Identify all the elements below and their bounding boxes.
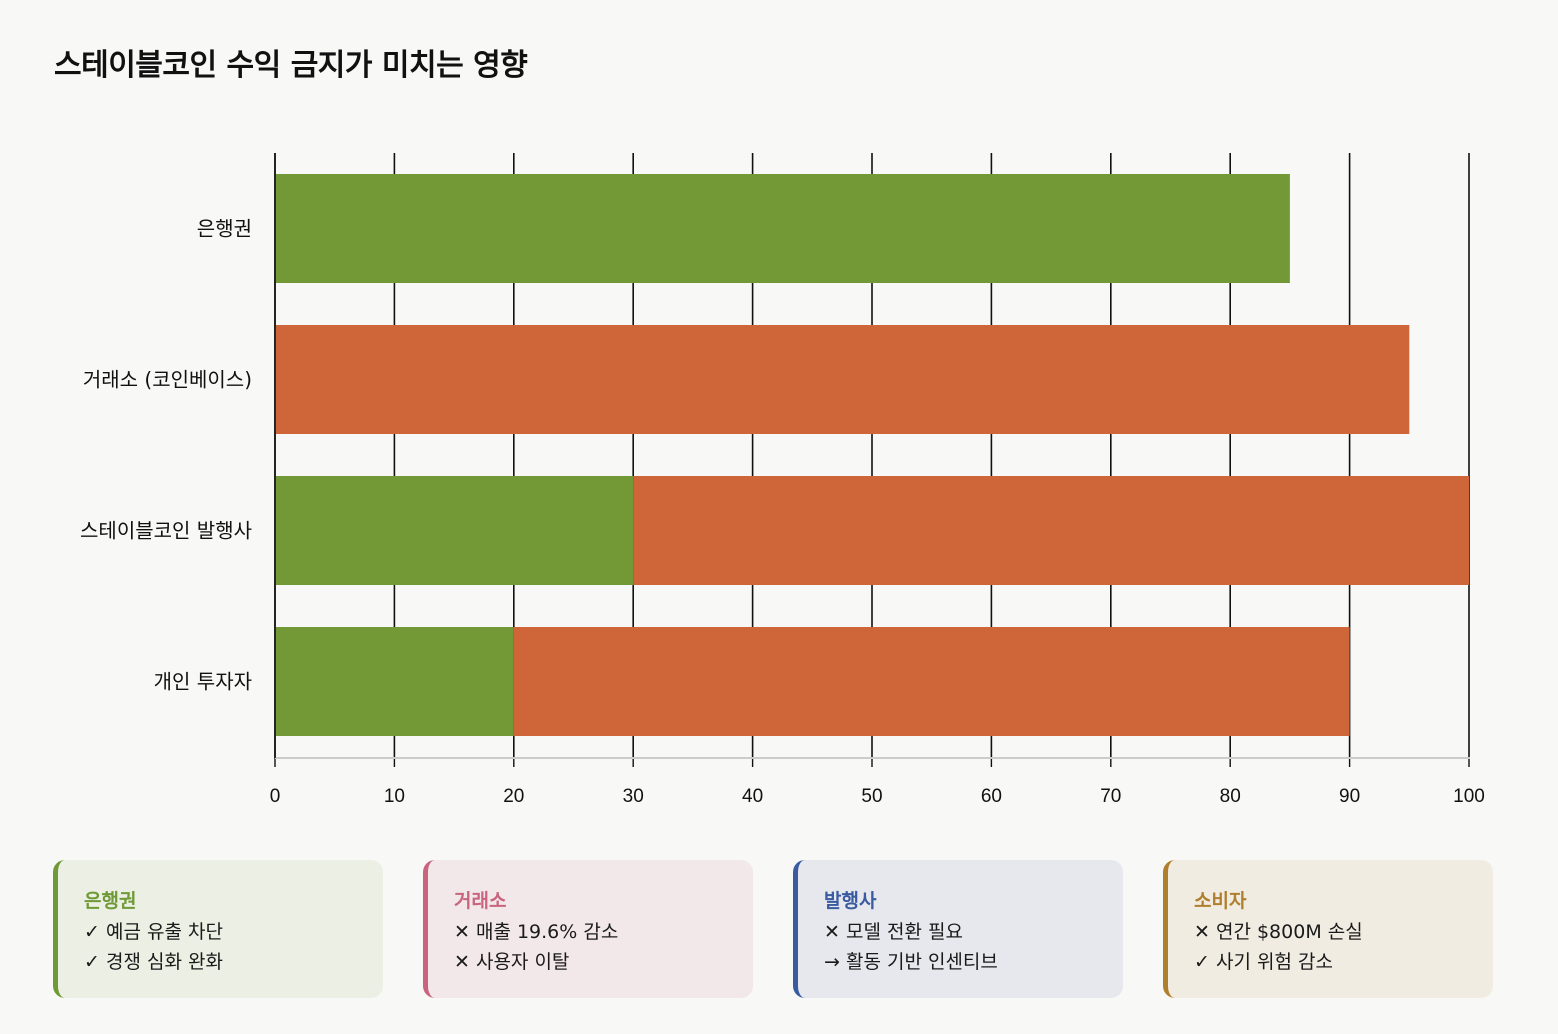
x-tick-label: 50 [861, 786, 882, 807]
x-tick-label: 40 [742, 786, 763, 807]
y-category-label: 스테이블코인 발행사 [80, 519, 252, 543]
card-title: 은행권 [84, 890, 137, 912]
bar-segment [275, 627, 514, 736]
card-line: ✓ 예금 유출 차단 [84, 921, 223, 943]
x-tick-label: 30 [623, 786, 644, 807]
card-line: ✕ 사용자 이탈 [454, 951, 570, 973]
card-line: ✓ 경쟁 심화 완화 [84, 951, 223, 973]
x-tick-label: 70 [1100, 786, 1121, 807]
impact-card-consumers: 소비자 ✕ 연간 $800M 손실 ✓ 사기 위험 감소 [1163, 860, 1493, 998]
y-category-label: 개인 투자자 [154, 670, 252, 694]
y-category-label: 은행권 [197, 217, 252, 241]
impact-cards: 은행권 ✓ 예금 유출 차단 ✓ 경쟁 심화 완화 거래소 ✕ 매출 19.6%… [53, 860, 1493, 1000]
x-tick-label: 20 [503, 786, 524, 807]
x-tick-label: 90 [1339, 786, 1360, 807]
bar-segment [633, 476, 1469, 585]
x-tick-label: 0 [270, 786, 281, 807]
card-line: → 활동 기반 인센티브 [824, 951, 998, 973]
bar-segment [513, 627, 1350, 736]
bars [275, 174, 1469, 736]
card-title: 거래소 [454, 890, 507, 912]
x-tick-label: 10 [384, 786, 405, 807]
x-tick-label: 80 [1220, 786, 1241, 807]
y-category-label: 거래소 (코인베이스) [83, 368, 252, 392]
bar-segment [275, 325, 1410, 434]
card-line: ✓ 사기 위험 감소 [1194, 951, 1333, 973]
bar-segment [275, 174, 1290, 283]
card-line: ✕ 모델 전환 필요 [824, 921, 963, 943]
impact-card-exchange: 거래소 ✕ 매출 19.6% 감소 ✕ 사용자 이탈 [423, 860, 753, 998]
card-title: 소비자 [1194, 890, 1247, 912]
card-title: 발행사 [824, 890, 877, 912]
chart-title: 스테이블코인 수익 금지가 미치는 영향 [54, 48, 528, 83]
x-tick-label: 60 [981, 786, 1002, 807]
card-line: ✕ 매출 19.6% 감소 [454, 921, 619, 943]
impact-card-issuers: 발행사 ✕ 모델 전환 필요 → 활동 기반 인센티브 [793, 860, 1123, 998]
impact-card-banks: 은행권 ✓ 예금 유출 차단 ✓ 경쟁 심화 완화 [53, 860, 383, 998]
card-line: ✕ 연간 $800M 손실 [1194, 921, 1363, 943]
x-tick-label: 100 [1453, 786, 1485, 807]
bar-segment [275, 476, 634, 585]
